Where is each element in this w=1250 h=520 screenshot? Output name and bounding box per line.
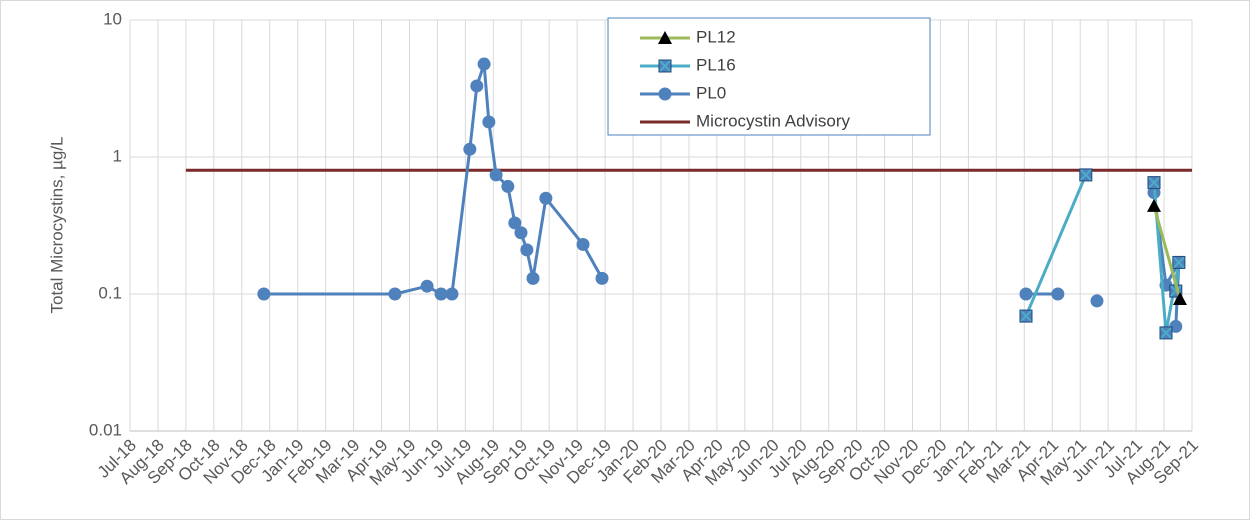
point — [526, 271, 540, 285]
point — [445, 287, 459, 301]
point — [1159, 326, 1173, 340]
point — [1079, 168, 1093, 182]
legend-label: PL16 — [696, 55, 736, 74]
point — [388, 287, 402, 301]
point — [576, 237, 590, 251]
y-axis-label: Total Microcystins, µg/L — [47, 136, 66, 313]
point — [501, 179, 515, 193]
point — [1019, 309, 1033, 323]
y-tick-label: 0.1 — [98, 283, 122, 302]
point — [508, 216, 522, 230]
legend: PL12 PL16 PL0 Microcystin Advisory — [607, 17, 931, 136]
point — [470, 79, 484, 93]
point — [595, 271, 609, 285]
y-tick-label: 1 — [113, 146, 122, 165]
point — [1172, 291, 1187, 305]
point — [463, 142, 477, 156]
point-cross — [1080, 169, 1092, 181]
point — [482, 115, 496, 129]
point — [1051, 287, 1065, 301]
legend-label: PL0 — [696, 83, 726, 102]
point — [520, 243, 534, 257]
legend-label: PL12 — [696, 27, 736, 46]
point-cross — [659, 60, 671, 72]
point-cross — [1160, 327, 1172, 339]
point — [1090, 294, 1104, 308]
point — [514, 226, 528, 240]
point-cross — [1148, 176, 1160, 189]
point — [434, 287, 448, 301]
y-tick-label: 10 — [103, 9, 122, 28]
series-line — [1152, 205, 1182, 300]
point — [658, 59, 672, 73]
point — [1172, 255, 1186, 269]
point-cross — [1173, 256, 1185, 269]
point — [539, 191, 553, 205]
point — [1019, 287, 1033, 301]
legend-label: Microcystin Advisory — [696, 111, 850, 130]
point-cross — [1020, 310, 1032, 322]
point — [489, 168, 503, 182]
point — [1146, 198, 1161, 212]
point — [1169, 319, 1183, 333]
point — [658, 87, 672, 101]
point — [477, 57, 491, 71]
point — [420, 279, 434, 293]
point — [658, 31, 672, 44]
y-tick-label: 0.01 — [89, 420, 122, 439]
series-line — [1024, 174, 1181, 334]
point — [1147, 176, 1161, 190]
point — [257, 287, 271, 301]
